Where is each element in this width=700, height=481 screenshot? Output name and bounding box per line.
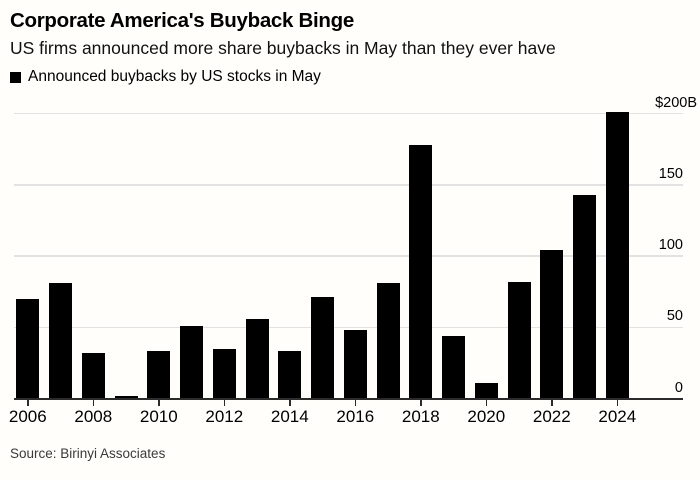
bar-2007	[49, 283, 73, 399]
x-axis-label-2008: 2008	[74, 407, 113, 426]
x-axis-label-2012: 2012	[205, 407, 244, 426]
x-axis-label-2016: 2016	[336, 407, 375, 426]
bar-2013	[245, 318, 269, 399]
bar-2008	[81, 352, 105, 399]
x-tick-2014	[289, 399, 291, 406]
bar-2014	[278, 351, 302, 399]
x-tick-2006	[27, 399, 29, 406]
legend: Announced buybacks by US stocks in May	[10, 68, 321, 86]
x-axis-line	[14, 397, 683, 400]
bar-2016	[343, 330, 367, 399]
bar-2024	[605, 112, 629, 399]
bar-2019	[442, 335, 466, 399]
bar-2017	[376, 283, 400, 399]
bar-2010	[147, 351, 171, 399]
legend-label: Announced buybacks by US stocks in May	[28, 68, 321, 85]
x-axis-label-2006: 2006	[8, 407, 47, 426]
chart-subtitle: US firms announced more share buybacks i…	[10, 38, 556, 58]
legend-swatch-icon	[10, 71, 21, 83]
bar-2018	[409, 144, 433, 399]
x-tick-2008	[92, 399, 95, 406]
x-tick-2020	[485, 399, 488, 406]
bar-2009	[114, 395, 138, 399]
bar-2012	[212, 348, 236, 399]
gridline-50	[14, 326, 683, 328]
x-axis-label-2020: 2020	[467, 407, 506, 426]
x-tick-2018	[420, 399, 422, 406]
chart-title: Corporate America's Buyback Binge	[10, 9, 354, 32]
y-axis-label-200: $200B	[655, 94, 697, 111]
bar-2006	[16, 298, 40, 399]
x-axis-label-2014: 2014	[270, 407, 309, 426]
y-axis-label-50: 50	[666, 308, 683, 325]
x-tick-2010	[158, 399, 160, 406]
y-axis-label-0: 0	[674, 379, 683, 396]
bar-2021	[507, 281, 531, 399]
bar-2022	[540, 250, 564, 399]
bar-2015	[311, 297, 335, 399]
x-axis-label-2024: 2024	[598, 407, 637, 426]
x-tick-2012	[223, 399, 226, 406]
x-axis-label-2010: 2010	[139, 407, 178, 426]
gridline-100	[14, 255, 683, 257]
x-axis-label-2022: 2022	[532, 407, 571, 426]
gridline-150	[14, 184, 683, 186]
source-note: Source: Birinyi Associates	[10, 446, 166, 461]
x-tick-2022	[551, 399, 553, 406]
bar-2023	[573, 194, 597, 399]
bar-2011	[180, 325, 204, 399]
y-axis-label-100: 100	[658, 237, 683, 253]
x-axis-label-2018: 2018	[401, 407, 440, 426]
y-axis-label-150: 150	[658, 165, 683, 182]
x-tick-2024	[616, 399, 619, 406]
x-tick-2016	[354, 399, 357, 406]
gridline-200	[14, 112, 683, 115]
bar-2020	[474, 382, 498, 399]
